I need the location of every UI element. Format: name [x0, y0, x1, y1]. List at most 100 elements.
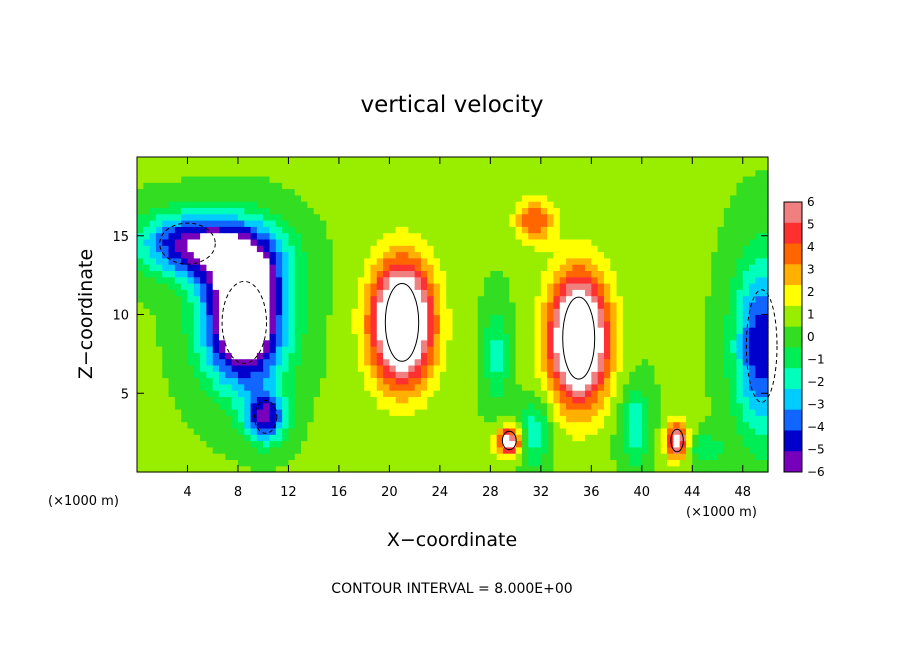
- heatmap-cell: [433, 308, 441, 316]
- heatmap-cell: [667, 465, 674, 473]
- heatmap-cell: [572, 163, 580, 171]
- heatmap-cell: [408, 182, 416, 190]
- heatmap-cell: [364, 346, 372, 353]
- heatmap-cell: [294, 371, 302, 379]
- heatmap-cell: [275, 440, 283, 448]
- heatmap-cell: [326, 226, 334, 234]
- heatmap-cell: [761, 283, 769, 290]
- heatmap-cell: [338, 308, 346, 316]
- heatmap-cell: [496, 390, 504, 397]
- heatmap-cell: [376, 396, 384, 404]
- heatmap-cell: [212, 358, 220, 366]
- heatmap-cell: [143, 390, 151, 397]
- heatmap-cell: [351, 346, 359, 353]
- heatmap-cell: [692, 427, 700, 435]
- heatmap-cell: [698, 194, 706, 202]
- heatmap-cell: [414, 289, 422, 297]
- heatmap-cell: [761, 169, 769, 177]
- heatmap-cell: [490, 276, 498, 284]
- heatmap-cell: [521, 327, 529, 334]
- heatmap-cell: [212, 427, 220, 435]
- heatmap-cell: [490, 301, 498, 309]
- heatmap-cell: [162, 390, 170, 397]
- heatmap-cell: [591, 175, 599, 183]
- heatmap-cell: [338, 421, 346, 429]
- heatmap-cell: [446, 301, 454, 309]
- heatmap-cell: [465, 339, 473, 347]
- heatmap-cell: [162, 257, 170, 265]
- heatmap-cell: [376, 270, 384, 278]
- heatmap-cell: [484, 194, 491, 202]
- heatmap-cell: [717, 295, 725, 303]
- heatmap-cell: [351, 327, 359, 334]
- heatmap-cell: [345, 251, 353, 259]
- heatmap-cell: [212, 396, 220, 404]
- heatmap-cell: [231, 194, 239, 202]
- heatmap-cell: [263, 207, 271, 215]
- heatmap-cell: [282, 383, 290, 391]
- heatmap-cell: [528, 213, 536, 221]
- heatmap-cell: [704, 295, 712, 303]
- heatmap-cell: [465, 201, 473, 208]
- heatmap-cell: [515, 314, 523, 322]
- heatmap-cell: [219, 276, 226, 284]
- heatmap-cell: [502, 396, 510, 404]
- heatmap-cell: [521, 207, 529, 215]
- heatmap-cell: [143, 295, 151, 303]
- heatmap-cell: [219, 188, 226, 196]
- heatmap-cell: [452, 453, 460, 460]
- heatmap-cell: [383, 402, 390, 410]
- heatmap-cell: [540, 270, 548, 278]
- heatmap-cell: [654, 207, 662, 215]
- heatmap-cell: [742, 182, 750, 190]
- heatmap-cell: [288, 409, 296, 416]
- heatmap-cell: [244, 333, 252, 341]
- heatmap-cell: [433, 339, 441, 347]
- heatmap-cell: [484, 364, 491, 372]
- heatmap-cell: [673, 295, 681, 303]
- heatmap-cell: [477, 465, 485, 473]
- heatmap-cell: [723, 320, 731, 328]
- heatmap-cell: [345, 446, 353, 454]
- heatmap-cell: [446, 377, 454, 385]
- heatmap-cell: [225, 157, 233, 164]
- heatmap-cell: [155, 163, 163, 171]
- heatmap-cell: [711, 283, 719, 290]
- heatmap-cell: [711, 295, 719, 303]
- heatmap-cell: [402, 320, 409, 328]
- heatmap-cell: [269, 339, 277, 347]
- heatmap-cell: [465, 320, 473, 328]
- heatmap-cell: [458, 465, 466, 473]
- heatmap-cell: [193, 157, 201, 164]
- heatmap-cell: [534, 308, 542, 316]
- heatmap-cell: [370, 327, 378, 334]
- heatmap-cell: [237, 163, 245, 171]
- heatmap-cell: [174, 327, 182, 334]
- heatmap-cell: [143, 238, 151, 246]
- heatmap-cell: [502, 453, 510, 460]
- heatmap-cell: [402, 232, 409, 240]
- heatmap-cell: [307, 453, 315, 460]
- heatmap-cell: [490, 396, 498, 404]
- heatmap-cell: [616, 283, 624, 290]
- heatmap-cell: [717, 421, 725, 429]
- heatmap-cell: [370, 295, 378, 303]
- heatmap-cell: [137, 327, 144, 334]
- heatmap-cell: [389, 415, 397, 423]
- heatmap-cell: [540, 421, 548, 429]
- heatmap-cell: [471, 257, 479, 265]
- heatmap-cell: [294, 377, 302, 385]
- heatmap-cell: [269, 390, 277, 397]
- heatmap-cell: [521, 289, 529, 297]
- heatmap-cell: [137, 276, 144, 284]
- heatmap-cell: [458, 453, 466, 460]
- heatmap-cell: [629, 283, 637, 290]
- heatmap-cell: [490, 327, 498, 334]
- heatmap-cell: [730, 314, 738, 322]
- heatmap-cell: [597, 346, 605, 353]
- heatmap-cell: [237, 314, 245, 322]
- heatmap-cell: [572, 194, 580, 202]
- heatmap-cell: [174, 333, 182, 341]
- heatmap-cell: [244, 251, 252, 259]
- heatmap-cell: [269, 188, 277, 196]
